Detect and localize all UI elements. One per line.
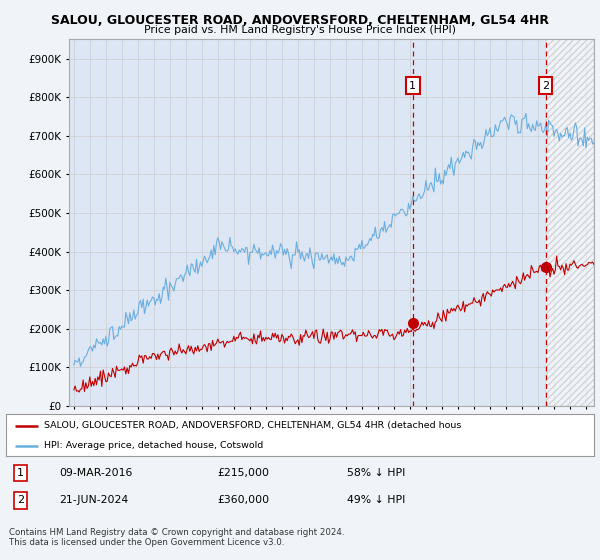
Text: 2: 2 — [542, 81, 549, 91]
Text: 49% ↓ HPI: 49% ↓ HPI — [347, 496, 406, 506]
Text: £215,000: £215,000 — [218, 468, 269, 478]
Text: 58% ↓ HPI: 58% ↓ HPI — [347, 468, 406, 478]
Text: £360,000: £360,000 — [218, 496, 270, 506]
Text: 2: 2 — [17, 496, 24, 506]
Text: SALOU, GLOUCESTER ROAD, ANDOVERSFORD, CHELTENHAM, GL54 4HR: SALOU, GLOUCESTER ROAD, ANDOVERSFORD, CH… — [51, 14, 549, 27]
Text: Contains HM Land Registry data © Crown copyright and database right 2024.
This d: Contains HM Land Registry data © Crown c… — [9, 528, 344, 547]
Bar — [413, 39, 545, 406]
Text: 21-JUN-2024: 21-JUN-2024 — [59, 496, 128, 506]
Text: HPI: Average price, detached house, Cotswold: HPI: Average price, detached house, Cots… — [44, 441, 263, 450]
Text: Price paid vs. HM Land Registry's House Price Index (HPI): Price paid vs. HM Land Registry's House … — [144, 25, 456, 35]
Text: 1: 1 — [17, 468, 24, 478]
Text: SALOU, GLOUCESTER ROAD, ANDOVERSFORD, CHELTENHAM, GL54 4HR (detached hous: SALOU, GLOUCESTER ROAD, ANDOVERSFORD, CH… — [44, 421, 461, 430]
Text: 1: 1 — [409, 81, 416, 91]
Text: 09-MAR-2016: 09-MAR-2016 — [59, 468, 132, 478]
